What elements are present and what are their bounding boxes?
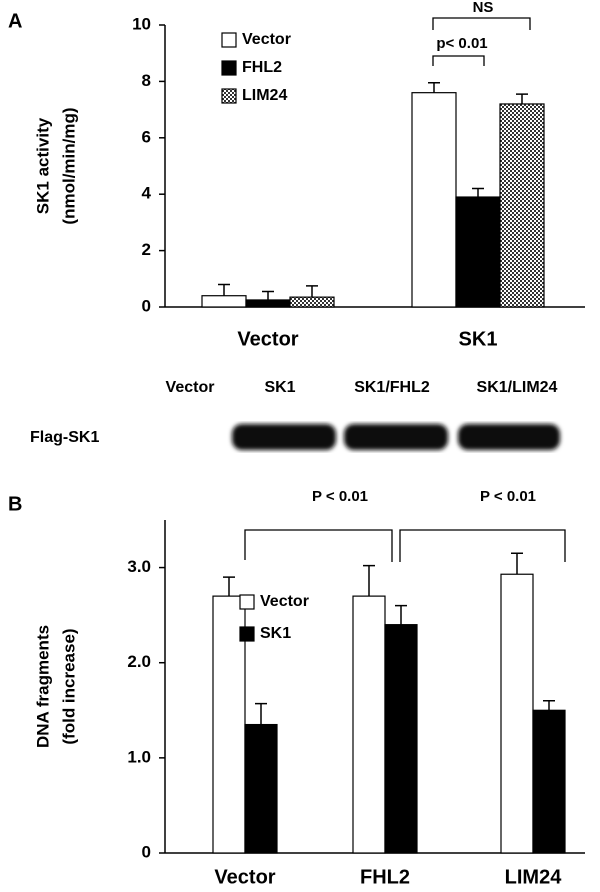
y-tick-label: 8 bbox=[142, 71, 151, 90]
y-tick-label: 10 bbox=[132, 14, 151, 33]
error-bar bbox=[223, 576, 235, 597]
annotation: P < 0.01 bbox=[312, 488, 368, 505]
bar bbox=[500, 573, 534, 854]
annotation: p< 0.01 bbox=[436, 35, 487, 52]
legend-label: Vector bbox=[260, 593, 309, 610]
y-tick-label: 3.0 bbox=[127, 557, 151, 576]
legend-label: Vector bbox=[242, 31, 291, 48]
panel-label: A bbox=[8, 10, 22, 32]
bar bbox=[499, 103, 545, 308]
bar bbox=[244, 723, 278, 854]
legend-swatch bbox=[221, 60, 237, 76]
error-bar bbox=[472, 187, 484, 198]
bar bbox=[201, 295, 247, 308]
significance-bracket bbox=[432, 55, 485, 66]
legend-swatch bbox=[239, 594, 255, 610]
error-bar bbox=[543, 700, 555, 711]
lane-label: Vector bbox=[166, 379, 215, 396]
bar bbox=[411, 92, 457, 308]
error-bar bbox=[395, 604, 407, 625]
y-tick-label: 1.0 bbox=[127, 747, 151, 766]
error-bar bbox=[511, 552, 523, 575]
error-bar bbox=[218, 283, 230, 296]
y-tick-label: 2 bbox=[142, 240, 151, 259]
bar bbox=[289, 296, 335, 308]
x-tick-label: Vector bbox=[214, 866, 275, 888]
y-axis-label: DNA fragments bbox=[33, 625, 52, 748]
y-tick-label: 2.0 bbox=[127, 652, 151, 671]
panel-label: B bbox=[8, 493, 22, 515]
error-bar bbox=[306, 285, 318, 298]
legend-swatch bbox=[221, 88, 237, 104]
lane-label: SK1 bbox=[264, 379, 295, 396]
error-bar bbox=[262, 290, 274, 300]
blot-bands bbox=[232, 424, 560, 450]
y-axis-label: SK1 activity bbox=[33, 117, 52, 214]
error-bar bbox=[428, 82, 440, 93]
y-axis-label: (fold increase) bbox=[59, 628, 78, 744]
legend-label: LIM24 bbox=[242, 87, 287, 104]
y-tick-label: 4 bbox=[142, 184, 152, 203]
x-tick-label: FHL2 bbox=[360, 866, 410, 888]
lane-label: SK1/LIM24 bbox=[477, 379, 558, 396]
error-bar bbox=[255, 702, 267, 725]
legend-label: FHL2 bbox=[242, 59, 282, 76]
error-bar bbox=[516, 93, 528, 104]
legend-label: SK1 bbox=[260, 625, 291, 642]
bar bbox=[532, 709, 566, 854]
significance-bracket bbox=[432, 17, 531, 30]
bar bbox=[384, 624, 418, 854]
significance-bracket bbox=[399, 529, 566, 562]
x-tick-label: SK1 bbox=[459, 328, 498, 350]
bar bbox=[245, 299, 291, 308]
annotation: P < 0.01 bbox=[480, 488, 536, 505]
legend-swatch bbox=[221, 32, 237, 48]
x-tick-label: LIM24 bbox=[505, 866, 563, 888]
y-tick-label: 0 bbox=[142, 296, 151, 315]
significance-bracket bbox=[244, 529, 393, 562]
annotation: NS bbox=[473, 0, 494, 16]
bar bbox=[455, 196, 501, 308]
blot-row-label: Flag-SK1 bbox=[30, 429, 99, 446]
x-tick-label: Vector bbox=[237, 328, 298, 350]
error-bar bbox=[363, 564, 375, 597]
y-axis-label: (nmol/min/mg) bbox=[59, 107, 78, 224]
legend-swatch bbox=[239, 626, 255, 642]
bar bbox=[352, 595, 386, 854]
y-tick-label: 0 bbox=[142, 842, 151, 861]
lane-label: SK1/FHL2 bbox=[354, 379, 430, 396]
y-tick-label: 6 bbox=[142, 127, 151, 146]
